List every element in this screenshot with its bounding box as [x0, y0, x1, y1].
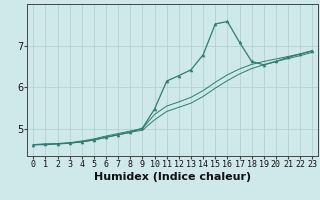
X-axis label: Humidex (Indice chaleur): Humidex (Indice chaleur)	[94, 172, 252, 182]
